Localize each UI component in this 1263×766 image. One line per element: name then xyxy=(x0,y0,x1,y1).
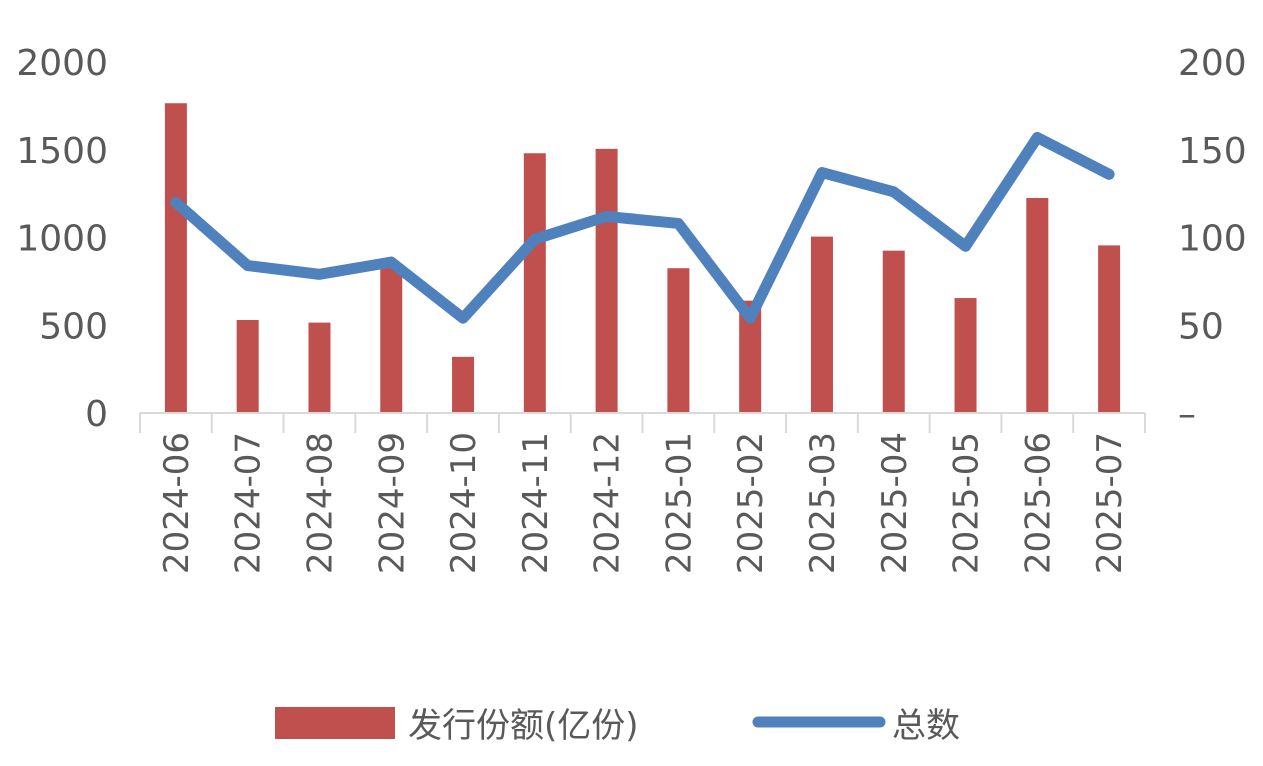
x-tick-label: 2024-07 xyxy=(229,432,269,574)
bar xyxy=(596,149,618,413)
x-tick-label: 2024-10 xyxy=(444,432,484,574)
left-axis: 0 500 1000 1500 2000 xyxy=(16,43,108,435)
right-tick-label: 50 xyxy=(1178,306,1224,347)
bar xyxy=(667,268,689,413)
left-tick-label: 500 xyxy=(39,306,108,347)
legend-bar-label: 发行份额(亿份) xyxy=(408,706,639,746)
bar xyxy=(165,103,187,413)
bar xyxy=(811,237,833,413)
x-tick-label: 2024-12 xyxy=(588,432,628,574)
bar xyxy=(955,298,977,413)
bar xyxy=(883,251,905,413)
right-tick-label: 150 xyxy=(1178,131,1247,172)
bar xyxy=(452,357,474,413)
bar xyxy=(1026,198,1048,413)
x-tick-labels: 2024-06 2024-07 2024-08 2024-09 2024-10 2024-… xyxy=(157,432,1130,574)
x-tick-label: 2024-11 xyxy=(516,432,556,574)
right-axis: – 50 100 150 200 xyxy=(1178,43,1247,435)
x-tick-label: 2025-02 xyxy=(731,432,771,574)
x-tick-label: 2024-08 xyxy=(300,432,340,574)
legend-line-label: 总数 xyxy=(892,706,960,746)
line-path xyxy=(176,137,1109,318)
x-tick-label: 2025-03 xyxy=(803,432,843,574)
bar xyxy=(380,267,402,413)
x-tick-label: 2024-09 xyxy=(372,432,412,574)
right-tick-label: 100 xyxy=(1178,219,1247,260)
right-tick-label: 200 xyxy=(1178,43,1247,84)
x-axis xyxy=(140,413,1145,433)
legend: 发行份额(亿份) 总数 xyxy=(275,706,960,746)
bar xyxy=(237,320,259,413)
bar xyxy=(524,153,546,413)
left-tick-label: 2000 xyxy=(16,43,108,84)
legend-bar-swatch xyxy=(275,707,395,739)
x-tick-label: 2025-01 xyxy=(659,432,699,574)
left-tick-label: 1000 xyxy=(16,219,108,260)
x-tick-label: 2024-06 xyxy=(157,432,197,574)
left-tick-label: 1500 xyxy=(16,131,108,172)
x-tick-label: 2025-06 xyxy=(1018,432,1058,574)
bar-series xyxy=(165,103,1120,413)
left-tick-label: 0 xyxy=(85,394,108,435)
x-tick-label: 2025-07 xyxy=(1090,432,1130,574)
bar xyxy=(308,323,330,413)
bar xyxy=(1098,245,1120,413)
right-tick-label: – xyxy=(1178,394,1196,435)
x-tick-label: 2025-05 xyxy=(947,432,987,574)
line-series xyxy=(176,137,1109,318)
x-tick-label: 2025-04 xyxy=(875,432,915,574)
